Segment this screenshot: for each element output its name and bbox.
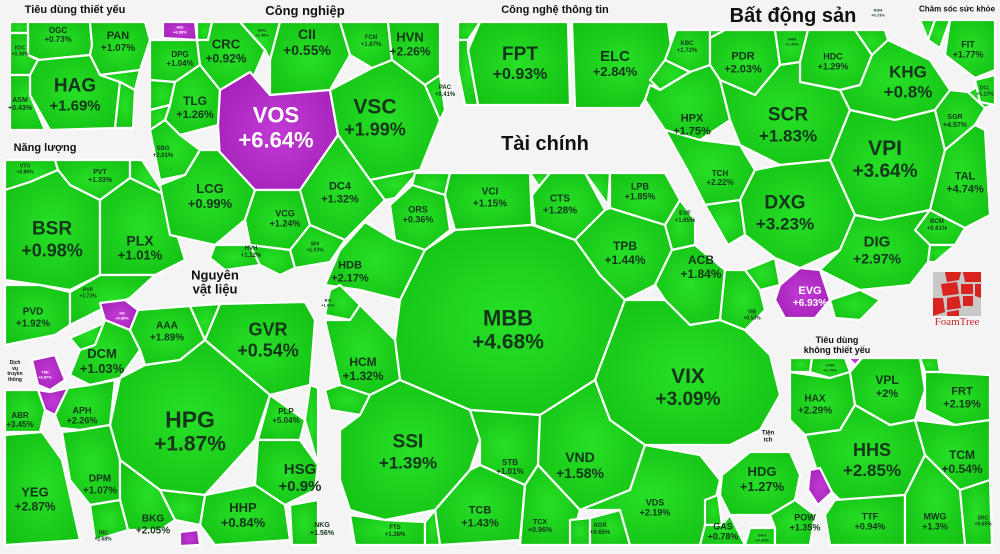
tile-APH[interactable]: [53, 378, 117, 432]
tile-DIG[interactable]: [818, 208, 932, 292]
group-title-communication-line1: Dịch: [9, 360, 21, 366]
tile-DPM[interactable]: [60, 423, 122, 507]
group-title-utilities: Tiện ích: [762, 430, 774, 443]
tile-small[interactable]: [828, 288, 882, 322]
tile-PAC[interactable]: [423, 73, 447, 122]
group-title-communication: Dịch vụ truyền thông: [7, 360, 23, 383]
tile-YEG[interactable]: [3, 430, 82, 547]
tile-HID[interactable]: [161, 20, 199, 42]
group-communication: [3, 353, 82, 547]
group-title-materials-line2: vật liệu: [192, 282, 238, 297]
group-title-consumer-discretionary-line2: không thiết yếu: [803, 345, 871, 355]
tile-DCL[interactable]: [973, 73, 997, 107]
group-title-utilities-line2: ích: [763, 437, 773, 443]
tile-small[interactable]: [918, 356, 942, 374]
group-real-estate: [643, 28, 994, 322]
group-title-energy: Năng lượng: [13, 141, 77, 154]
group-health-care: [918, 18, 997, 107]
tile-TRC[interactable]: [88, 498, 130, 542]
group-consumer-discretionary: [788, 356, 994, 547]
tile-small[interactable]: [703, 198, 747, 247]
tile-small[interactable]: [288, 498, 320, 547]
tile-GEG[interactable]: [743, 526, 777, 547]
foamtree-logo-text: FoamTree: [934, 316, 980, 328]
tile-small[interactable]: [788, 356, 814, 374]
tile-small[interactable]: [423, 508, 442, 547]
group-title-consumer-discretionary-line1: Tiêu dùng: [815, 335, 859, 346]
tile-TTF[interactable]: [823, 493, 907, 547]
tile-PAN[interactable]: [88, 20, 152, 77]
tile-GAS[interactable]: [698, 513, 747, 547]
tile-FRT[interactable]: [923, 370, 992, 427]
group-consumer-staples: [8, 20, 152, 132]
group-title-consumer-staples: Tiêu dùng thiết yếu: [24, 3, 126, 16]
group-financials: [323, 171, 782, 547]
tile-small[interactable]: [248, 243, 297, 277]
tile-TMI[interactable]: [30, 353, 67, 392]
tile-PVP[interactable]: [68, 273, 157, 327]
group-industrials: [148, 20, 447, 277]
group-title-it: Công nghệ thông tin: [501, 3, 609, 16]
group-title-utilities-line1: Tiện: [761, 430, 775, 437]
group-title-materials: Nguyên vật liệu: [191, 267, 239, 298]
group-title-communication-line2: vụ: [12, 365, 18, 372]
tile-small[interactable]: [926, 18, 952, 50]
group-title-health-care: Chăm sóc sức khỏe: [918, 4, 996, 14]
group-materials: [53, 298, 320, 548]
tile-VCI[interactable]: [443, 171, 534, 232]
tile-HVH[interactable]: [208, 243, 262, 272]
tile-ASM[interactable]: [8, 73, 47, 132]
group-title-real-estate: Bất động sản: [729, 5, 857, 27]
foamtree-logo-icon: [933, 272, 981, 316]
tile-small[interactable]: [568, 516, 592, 547]
tile-EVG[interactable]: [773, 266, 832, 320]
group-title-financials: Tài chính: [501, 133, 589, 155]
group-title-industrials: Công nghiệp: [265, 2, 345, 18]
tile-FPT[interactable]: [466, 20, 572, 107]
tile-CII[interactable]: [268, 20, 352, 97]
tile-DRC[interactable]: [958, 478, 994, 547]
tile-small[interactable]: [703, 493, 724, 527]
tile-SSI[interactable]: [338, 378, 482, 522]
group-title-communication-line4: thông: [8, 376, 22, 383]
tile-small[interactable]: [113, 80, 137, 130]
group-it: [456, 20, 674, 110]
tile-VDS[interactable]: [578, 443, 722, 547]
tile-small-ceiling[interactable]: [178, 528, 202, 548]
tile-small[interactable]: [8, 20, 30, 35]
tile-HCM[interactable]: [323, 303, 402, 397]
tile-FTS[interactable]: [348, 513, 427, 547]
tile-POW[interactable]: [768, 498, 817, 547]
tile-small[interactable]: [368, 168, 422, 202]
group-title-communication-line3: truyền: [7, 371, 23, 377]
tile-FIT[interactable]: [943, 18, 997, 80]
tile-small[interactable]: [158, 488, 207, 527]
tile-OGC[interactable]: [26, 20, 94, 62]
group-utilities: [698, 450, 817, 547]
tile-small-ceiling[interactable]: [806, 466, 834, 507]
group-title-consumer-discretionary: Tiêu dùng không thiết yếu: [803, 335, 871, 356]
tile-PVD[interactable]: [3, 283, 72, 347]
foamtree-logo: FoamTree: [929, 272, 985, 338]
tile-SCR[interactable]: [718, 60, 852, 167]
tile-ABR[interactable]: [3, 388, 47, 434]
group-energy: [3, 158, 187, 347]
tile-small[interactable]: [926, 243, 957, 264]
group-title-materials-line1: Nguyên: [191, 267, 239, 283]
tile-small[interactable]: [456, 38, 480, 107]
tile-FCN[interactable]: [338, 20, 394, 70]
